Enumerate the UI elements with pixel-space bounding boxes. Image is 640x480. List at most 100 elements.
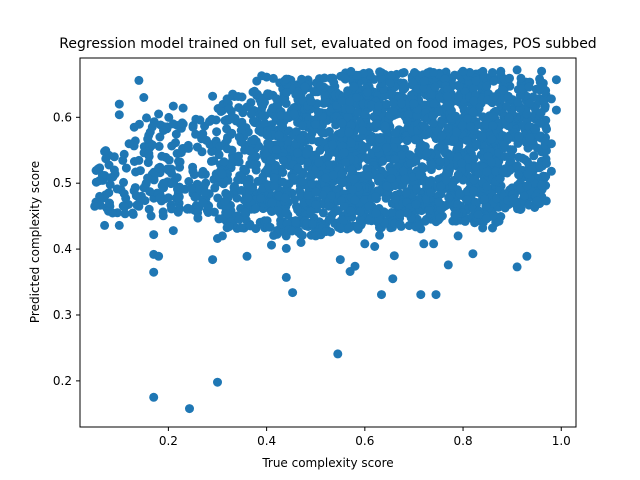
data-point xyxy=(449,135,459,144)
data-point xyxy=(345,104,355,114)
data-point xyxy=(434,197,444,207)
data-point xyxy=(364,201,374,211)
data-point xyxy=(339,202,349,211)
data-point xyxy=(158,207,168,217)
data-point xyxy=(398,166,408,176)
data-point xyxy=(419,239,429,249)
data-point xyxy=(504,113,514,123)
data-point xyxy=(395,219,405,229)
data-point xyxy=(402,136,412,146)
data-point xyxy=(386,174,396,183)
data-point xyxy=(448,181,458,191)
data-point xyxy=(145,187,155,197)
data-point xyxy=(234,132,244,142)
data-point xyxy=(489,76,499,86)
data-point xyxy=(119,189,129,199)
data-point xyxy=(420,216,430,226)
data-point xyxy=(128,209,138,219)
data-point xyxy=(225,114,235,124)
data-point xyxy=(371,119,381,129)
data-point xyxy=(147,140,157,150)
data-point xyxy=(184,143,193,153)
data-point xyxy=(535,118,545,128)
data-point xyxy=(435,156,445,166)
data-point xyxy=(135,166,145,176)
data-point xyxy=(551,105,561,115)
data-point xyxy=(293,163,303,173)
data-point xyxy=(486,157,496,167)
data-point xyxy=(344,127,354,137)
data-point xyxy=(260,118,270,128)
data-point xyxy=(302,149,311,159)
data-point xyxy=(512,65,522,75)
data-point xyxy=(546,139,556,149)
data-point xyxy=(155,193,164,203)
data-point xyxy=(311,200,321,210)
data-point xyxy=(178,103,188,113)
data-point xyxy=(147,122,157,132)
data-point xyxy=(462,114,472,124)
data-point xyxy=(359,68,369,78)
data-point xyxy=(134,155,144,165)
data-point xyxy=(216,107,226,116)
data-point xyxy=(223,209,232,219)
data-point xyxy=(403,110,413,119)
data-point xyxy=(482,167,492,177)
data-point xyxy=(114,110,124,120)
data-points xyxy=(90,65,561,414)
y-axis-label: Predicted complexity score xyxy=(28,161,42,323)
data-point xyxy=(388,274,398,284)
data-point xyxy=(441,169,451,179)
data-point xyxy=(422,148,432,158)
data-point xyxy=(471,161,480,171)
data-point xyxy=(515,91,525,101)
x-tick-label: 1.0 xyxy=(552,434,571,448)
data-point xyxy=(307,179,317,189)
data-point xyxy=(212,127,222,137)
data-point xyxy=(300,82,310,92)
y-tick-label: 0.6 xyxy=(53,110,72,124)
data-point xyxy=(236,223,246,233)
data-point xyxy=(154,163,164,173)
data-point xyxy=(346,138,356,148)
data-point xyxy=(500,152,510,161)
data-point xyxy=(168,101,178,111)
data-point xyxy=(303,191,313,200)
data-point xyxy=(390,154,400,164)
data-point xyxy=(367,100,376,110)
data-point xyxy=(281,74,291,84)
data-point xyxy=(453,231,463,241)
data-point xyxy=(360,153,370,162)
data-point xyxy=(335,255,345,265)
data-point xyxy=(120,209,130,219)
data-point xyxy=(488,121,498,131)
data-point xyxy=(271,145,281,154)
data-point xyxy=(345,97,355,107)
data-point xyxy=(307,135,317,145)
data-point xyxy=(189,170,199,180)
data-point xyxy=(499,140,509,150)
data-point xyxy=(222,144,232,154)
data-point xyxy=(234,151,243,161)
data-point xyxy=(298,121,307,131)
data-point xyxy=(501,101,511,111)
data-point xyxy=(124,139,134,149)
data-point xyxy=(374,101,383,111)
data-point xyxy=(469,186,479,196)
x-tick-label: 0.6 xyxy=(355,434,374,448)
data-point xyxy=(324,127,334,136)
data-point xyxy=(337,118,347,128)
data-point xyxy=(326,227,335,237)
data-point xyxy=(388,98,398,108)
data-point xyxy=(397,150,406,160)
data-point xyxy=(520,191,529,201)
data-point xyxy=(293,148,303,158)
data-point xyxy=(217,231,227,241)
data-point xyxy=(525,133,535,143)
data-point xyxy=(466,121,476,131)
data-point xyxy=(269,230,279,240)
data-point xyxy=(313,107,323,117)
data-point xyxy=(173,184,182,194)
data-point xyxy=(478,223,488,233)
data-point xyxy=(406,159,416,168)
